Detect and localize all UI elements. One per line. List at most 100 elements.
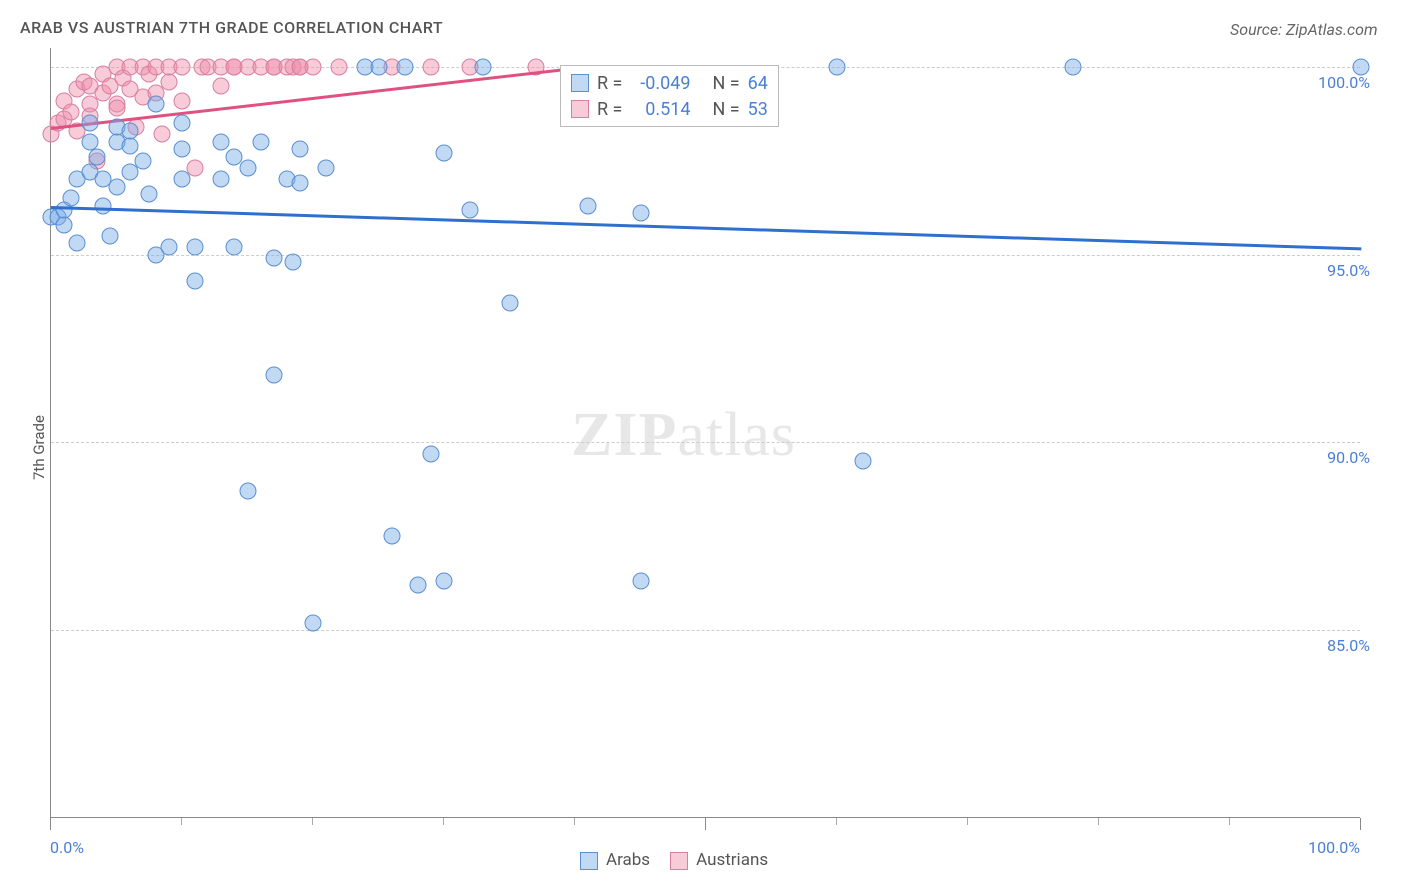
point-arabs bbox=[56, 216, 73, 233]
point-arabs bbox=[318, 160, 335, 177]
correlation-legend: R = -0.049 N = 64 R = 0.514 N = 53 bbox=[560, 65, 779, 127]
point-austrians bbox=[160, 73, 177, 90]
point-arabs bbox=[187, 272, 204, 289]
point-arabs bbox=[855, 453, 872, 470]
point-arabs bbox=[69, 235, 86, 252]
point-arabs bbox=[239, 483, 256, 500]
point-arabs bbox=[632, 573, 649, 590]
point-austrians bbox=[213, 77, 230, 94]
point-austrians bbox=[422, 58, 439, 75]
gridline bbox=[51, 630, 1360, 631]
watermark: ZIPatlas bbox=[571, 400, 796, 471]
point-austrians bbox=[174, 92, 191, 109]
point-arabs bbox=[226, 239, 243, 256]
point-arabs bbox=[121, 137, 138, 154]
legend-swatch bbox=[571, 100, 589, 118]
legend-n-label: N = bbox=[712, 99, 739, 120]
point-arabs bbox=[285, 254, 302, 271]
x-tick-minor bbox=[967, 818, 968, 825]
x-tick-label: 0.0% bbox=[50, 838, 84, 857]
point-austrians bbox=[62, 103, 79, 120]
point-arabs bbox=[187, 239, 204, 256]
point-arabs bbox=[174, 171, 191, 188]
legend-n-value: 53 bbox=[748, 99, 768, 120]
x-tick-minor bbox=[836, 818, 837, 825]
point-arabs bbox=[475, 58, 492, 75]
point-austrians bbox=[108, 100, 125, 117]
point-arabs bbox=[213, 133, 230, 150]
legend-item: Austrians bbox=[670, 850, 768, 870]
trendline-arabs bbox=[51, 206, 1361, 250]
legend-n-label: N = bbox=[712, 73, 739, 94]
legend-r-value: 0.514 bbox=[630, 99, 690, 120]
point-arabs bbox=[174, 141, 191, 158]
x-tick-major bbox=[705, 818, 706, 830]
x-tick-minor bbox=[1229, 818, 1230, 825]
point-arabs bbox=[829, 58, 846, 75]
chart-title: ARAB VS AUSTRIAN 7TH GRADE CORRELATION C… bbox=[20, 18, 443, 37]
point-austrians bbox=[174, 58, 191, 75]
x-tick-major bbox=[1360, 818, 1361, 830]
x-tick-label: 100.0% bbox=[1308, 838, 1360, 857]
series-legend: Arabs Austrians bbox=[580, 850, 768, 870]
point-arabs bbox=[134, 152, 151, 169]
point-arabs bbox=[101, 227, 118, 244]
legend-r-label: R = bbox=[597, 73, 622, 94]
point-arabs bbox=[252, 133, 269, 150]
point-arabs bbox=[141, 186, 158, 203]
point-arabs bbox=[501, 295, 518, 312]
point-arabs bbox=[239, 160, 256, 177]
point-arabs bbox=[95, 197, 112, 214]
point-arabs bbox=[121, 122, 138, 139]
point-arabs bbox=[436, 573, 453, 590]
point-arabs bbox=[174, 115, 191, 132]
point-arabs bbox=[409, 577, 426, 594]
chart-container: ARAB VS AUSTRIAN 7TH GRADE CORRELATION C… bbox=[0, 0, 1406, 892]
point-austrians bbox=[331, 58, 348, 75]
point-arabs bbox=[82, 115, 99, 132]
point-arabs bbox=[462, 201, 479, 218]
legend-r-value: -0.049 bbox=[630, 73, 690, 94]
legend-r-label: R = bbox=[597, 99, 622, 120]
point-arabs bbox=[213, 171, 230, 188]
point-arabs bbox=[291, 141, 308, 158]
legend-swatch bbox=[670, 852, 688, 870]
point-austrians bbox=[154, 126, 171, 143]
point-arabs bbox=[88, 148, 105, 165]
point-arabs bbox=[1064, 58, 1081, 75]
point-arabs bbox=[383, 528, 400, 545]
legend-n-value: 64 bbox=[748, 73, 768, 94]
point-arabs bbox=[580, 197, 597, 214]
gridline bbox=[51, 255, 1360, 256]
point-arabs bbox=[632, 205, 649, 222]
x-tick-minor bbox=[181, 818, 182, 825]
legend-label: Austrians bbox=[696, 850, 768, 870]
point-arabs bbox=[422, 445, 439, 462]
legend-row: R = 0.514 N = 53 bbox=[571, 96, 768, 122]
y-tick-label: 85.0% bbox=[1290, 636, 1370, 655]
point-arabs bbox=[108, 178, 125, 195]
legend-swatch bbox=[571, 74, 589, 92]
plot-area: ZIPatlas bbox=[50, 48, 1360, 818]
point-austrians bbox=[305, 58, 322, 75]
point-arabs bbox=[396, 58, 413, 75]
x-tick-minor bbox=[574, 818, 575, 825]
point-arabs bbox=[160, 239, 177, 256]
point-arabs bbox=[265, 366, 282, 383]
y-axis-label: 7th Grade bbox=[30, 415, 48, 480]
point-arabs bbox=[147, 96, 164, 113]
point-arabs bbox=[291, 175, 308, 192]
y-tick-label: 100.0% bbox=[1290, 73, 1370, 92]
point-arabs bbox=[265, 250, 282, 267]
legend-item: Arabs bbox=[580, 850, 650, 870]
x-tick-minor bbox=[1098, 818, 1099, 825]
point-arabs bbox=[62, 190, 79, 207]
x-tick-minor bbox=[443, 818, 444, 825]
x-tick-minor bbox=[312, 818, 313, 825]
y-tick-label: 95.0% bbox=[1290, 261, 1370, 280]
point-arabs bbox=[305, 614, 322, 631]
legend-label: Arabs bbox=[606, 850, 650, 870]
point-arabs bbox=[370, 58, 387, 75]
source-attribution: Source: ZipAtlas.com bbox=[1230, 20, 1378, 39]
x-tick-major bbox=[50, 818, 51, 830]
